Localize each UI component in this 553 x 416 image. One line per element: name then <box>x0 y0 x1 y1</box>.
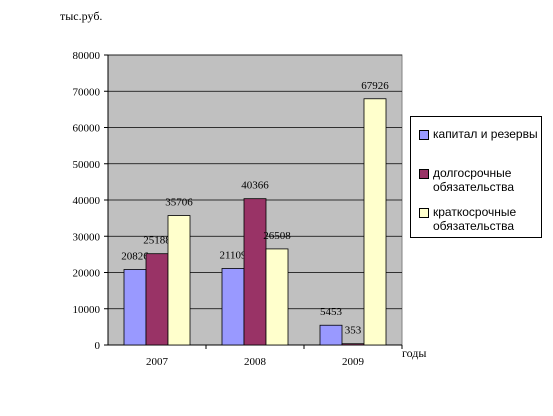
bar-3-2009 <box>363 98 387 346</box>
y-tick-label: 0 <box>95 340 101 352</box>
legend-swatch-shortterm <box>419 208 429 218</box>
bar-2-2009 <box>341 343 365 346</box>
y-tick-label: 40000 <box>73 195 101 207</box>
y-tick-label: 30000 <box>73 231 101 243</box>
x-tick-label: 2009 <box>342 356 365 368</box>
legend-item-capital: капитал и резервы <box>419 127 541 141</box>
y-tick-label: 10000 <box>73 304 101 316</box>
legend-label-longterm: долгосрочные обязательства <box>433 166 514 194</box>
y-tick-label: 50000 <box>73 159 101 171</box>
data-label: 35706 <box>165 197 193 209</box>
bar-2-2007 <box>145 253 169 346</box>
bar-1-2007 <box>123 269 147 346</box>
y-tick-label: 70000 <box>73 86 101 98</box>
data-label: 20826 <box>121 251 149 263</box>
legend-item-longterm: долгосрочные обязательства <box>419 166 541 194</box>
data-label: 40366 <box>241 180 269 192</box>
bar-3-2007 <box>167 215 191 346</box>
x-tick-label: 2008 <box>244 356 267 368</box>
plot-area: 0 10000 20000 30000 40000 50000 60000 70000 8000… <box>73 50 403 368</box>
y-unit-label: тыс.руб. <box>60 9 102 23</box>
data-label: 25188 <box>143 235 171 247</box>
bar-3-2008 <box>265 248 289 346</box>
data-label: 26508 <box>263 230 291 242</box>
bar-1-2008 <box>221 268 245 346</box>
bar-1-2009 <box>319 324 343 346</box>
data-label: 353 <box>345 325 362 337</box>
data-label: 21109 <box>219 249 247 261</box>
legend-label-shortterm: краткосрочные обязательства <box>433 205 517 233</box>
bar-2-2008 <box>243 198 267 346</box>
data-label: 67926 <box>361 80 389 92</box>
y-tick-label: 20000 <box>73 268 101 280</box>
legend-item-shortterm: краткосрочные обязательства <box>419 205 541 233</box>
legend-swatch-capital <box>419 130 429 140</box>
x-axis-label: годы <box>402 346 426 360</box>
legend-swatch-longterm <box>419 169 429 179</box>
legend: капитал и резервы долгосрочные обязатель… <box>410 116 542 238</box>
y-tick-label: 80000 <box>73 50 101 62</box>
legend-label-capital: капитал и резервы <box>433 127 538 141</box>
data-label: 5453 <box>320 306 343 318</box>
x-tick-label: 2007 <box>146 356 169 368</box>
y-tick-label: 60000 <box>73 123 101 135</box>
